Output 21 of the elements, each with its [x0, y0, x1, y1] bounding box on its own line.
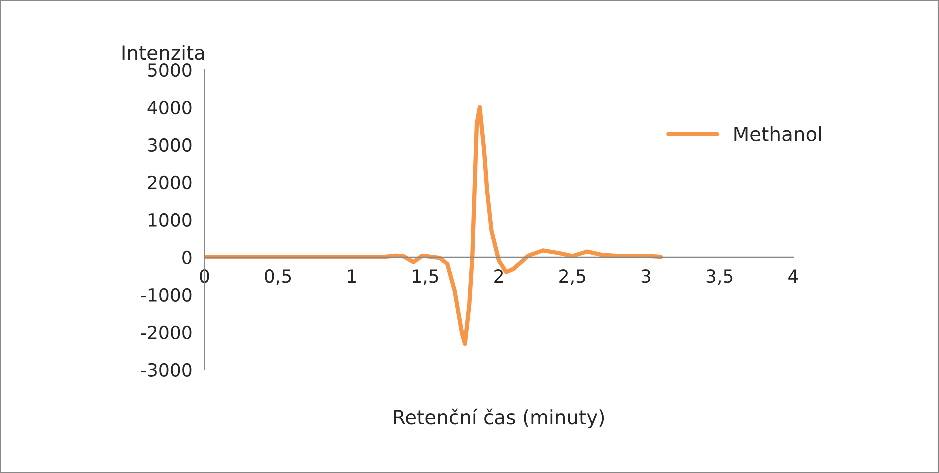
- y-tick-label: 5000: [148, 63, 192, 78]
- x-tick-label: 2: [494, 270, 504, 283]
- x-tick-label: 0: [200, 270, 210, 284]
- x-tick-label: 3: [642, 270, 651, 284]
- x-tick-label: 2,5: [560, 270, 586, 286]
- y-tick-label: -1000: [141, 288, 192, 302]
- x-tick-label: 4: [788, 270, 798, 283]
- x-tick-label: 0,5: [265, 270, 292, 286]
- x-axis-title: Retenční čas (minuty): [394, 408, 604, 428]
- y-tick-label: 2000: [148, 176, 192, 190]
- y-tick-label: -2000: [141, 326, 192, 340]
- y-axis-title: Intenzita: [122, 45, 204, 60]
- x-tick-label: 3,5: [706, 270, 733, 286]
- y-tick-label: 1000: [148, 213, 192, 228]
- y-tick-label: 3000: [148, 138, 192, 152]
- x-tick-label: 1: [348, 270, 356, 283]
- y-tick-label: 0: [182, 250, 192, 265]
- x-tick-label: 1,5: [413, 270, 438, 286]
- y-tick-label: -3000: [141, 363, 192, 377]
- y-tick-label: 4000: [148, 100, 192, 115]
- legend-label: Methanol: [734, 126, 822, 142]
